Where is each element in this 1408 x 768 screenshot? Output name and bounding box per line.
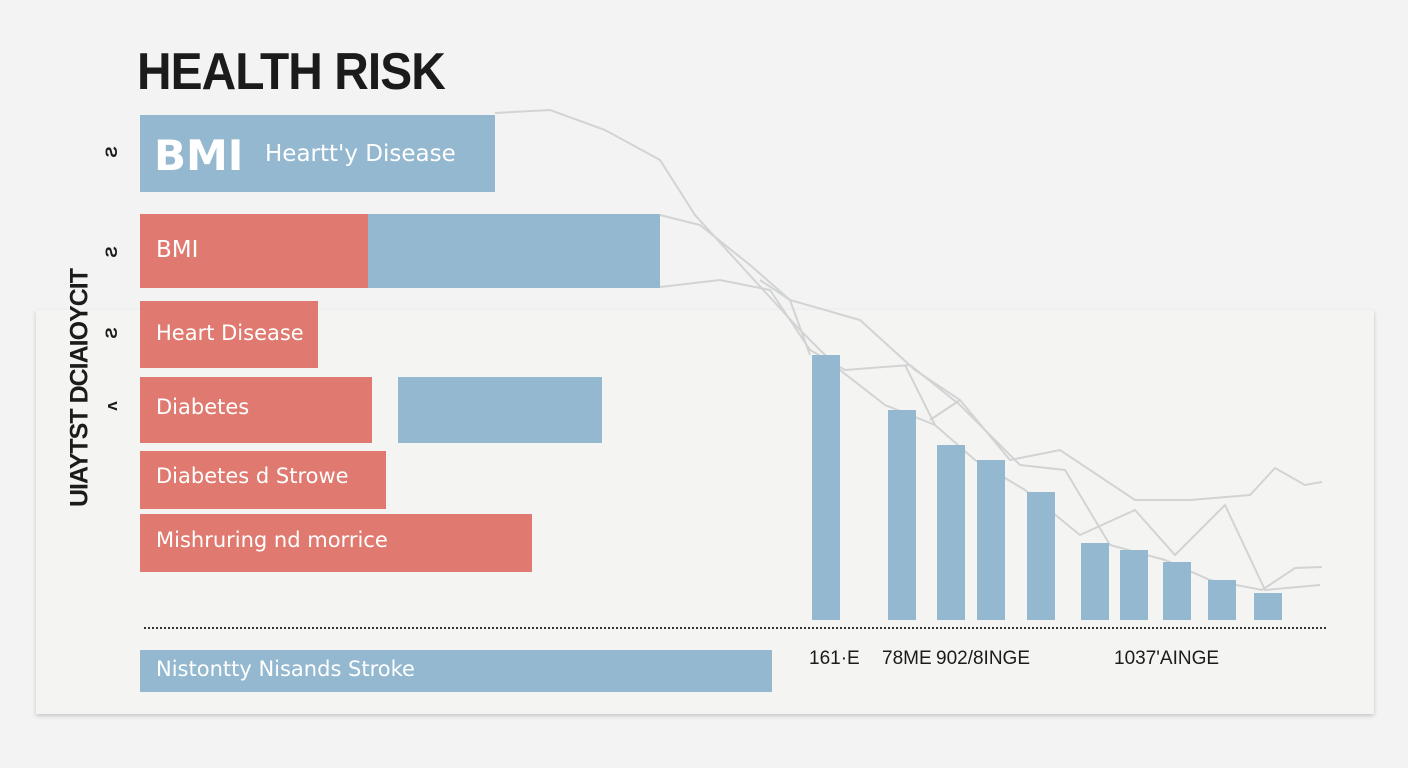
vertical-bar	[1081, 543, 1109, 620]
bar-label: Heart Disease	[156, 321, 304, 345]
vertical-bar	[937, 445, 965, 620]
vertical-bar	[1163, 562, 1191, 620]
x-tick-label: 78ME	[882, 648, 932, 669]
x-tick-label: 902/8INGE	[936, 648, 1030, 669]
vertical-bar	[812, 355, 840, 620]
bar-mishruring	[140, 514, 532, 572]
trend-line	[659, 278, 1323, 592]
bar-label: Diabetes d Strowe	[156, 464, 349, 488]
vertical-bar	[1254, 593, 1282, 620]
trend-line	[759, 279, 811, 356]
x-tick-label: 1037'AINGE	[1114, 648, 1220, 669]
bar-heart-disease	[140, 301, 318, 368]
bar-diabetes-blue	[398, 377, 602, 443]
bar-label-secondary: Heartt'y Disease	[265, 141, 456, 167]
vertical-bar	[1208, 580, 1236, 620]
chart-title: HEALTH RISK	[137, 43, 446, 101]
bar-label: BMI	[156, 237, 199, 263]
bar-bmi-red	[140, 214, 368, 288]
bar-diabetes-stroke	[140, 451, 386, 509]
vertical-bar	[1120, 550, 1148, 620]
bar-label: BMI	[154, 131, 244, 180]
bar-bmi-blue	[368, 214, 660, 288]
bar-bmi-heart-disease	[140, 115, 495, 192]
vertical-bar	[977, 460, 1005, 620]
bar-label: Mishruring nd morrice	[156, 528, 388, 552]
trend-line	[929, 399, 961, 421]
vertical-bar	[1027, 492, 1055, 620]
x-tick-label: 161·E	[809, 648, 860, 669]
bar-label: Nistontty Nisands Stroke	[156, 657, 415, 681]
bar-label: Diabetes	[156, 395, 250, 419]
trend-line	[904, 364, 936, 426]
vertical-bar	[888, 410, 916, 620]
bar-nistontty-stroke	[140, 650, 772, 692]
vertical-bars	[812, 355, 1282, 620]
bar-diabetes-red	[140, 377, 372, 443]
trend-line	[659, 214, 1323, 501]
